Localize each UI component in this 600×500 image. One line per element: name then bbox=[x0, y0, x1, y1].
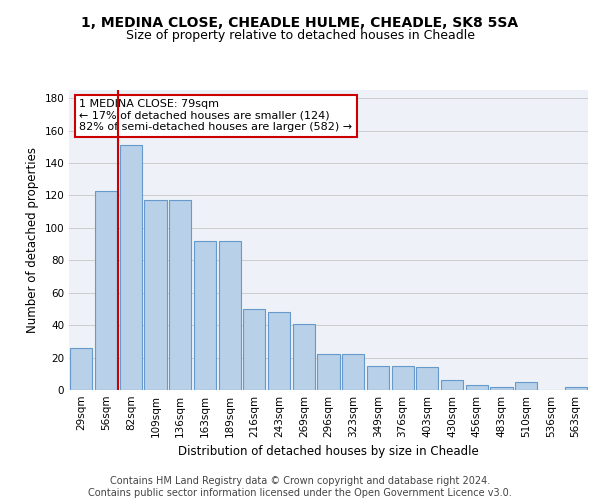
Bar bbox=[194, 241, 216, 390]
Y-axis label: Number of detached properties: Number of detached properties bbox=[26, 147, 39, 333]
Bar bbox=[119, 145, 142, 390]
Bar bbox=[342, 354, 364, 390]
Bar bbox=[515, 382, 538, 390]
Bar bbox=[317, 354, 340, 390]
Text: Size of property relative to detached houses in Cheadle: Size of property relative to detached ho… bbox=[125, 29, 475, 42]
Bar bbox=[145, 200, 167, 390]
Bar bbox=[218, 241, 241, 390]
Bar bbox=[392, 366, 414, 390]
Bar bbox=[268, 312, 290, 390]
Bar bbox=[367, 366, 389, 390]
Bar bbox=[490, 387, 512, 390]
Text: 1, MEDINA CLOSE, CHEADLE HULME, CHEADLE, SK8 5SA: 1, MEDINA CLOSE, CHEADLE HULME, CHEADLE,… bbox=[82, 16, 518, 30]
Bar bbox=[293, 324, 315, 390]
Text: Contains HM Land Registry data © Crown copyright and database right 2024.
Contai: Contains HM Land Registry data © Crown c… bbox=[88, 476, 512, 498]
Bar bbox=[466, 385, 488, 390]
Text: 1 MEDINA CLOSE: 79sqm
← 17% of detached houses are smaller (124)
82% of semi-det: 1 MEDINA CLOSE: 79sqm ← 17% of detached … bbox=[79, 99, 353, 132]
Bar bbox=[416, 368, 439, 390]
Bar bbox=[95, 190, 117, 390]
X-axis label: Distribution of detached houses by size in Cheadle: Distribution of detached houses by size … bbox=[178, 446, 479, 458]
Bar bbox=[70, 348, 92, 390]
Bar bbox=[169, 200, 191, 390]
Bar bbox=[565, 387, 587, 390]
Bar bbox=[243, 309, 265, 390]
Bar bbox=[441, 380, 463, 390]
